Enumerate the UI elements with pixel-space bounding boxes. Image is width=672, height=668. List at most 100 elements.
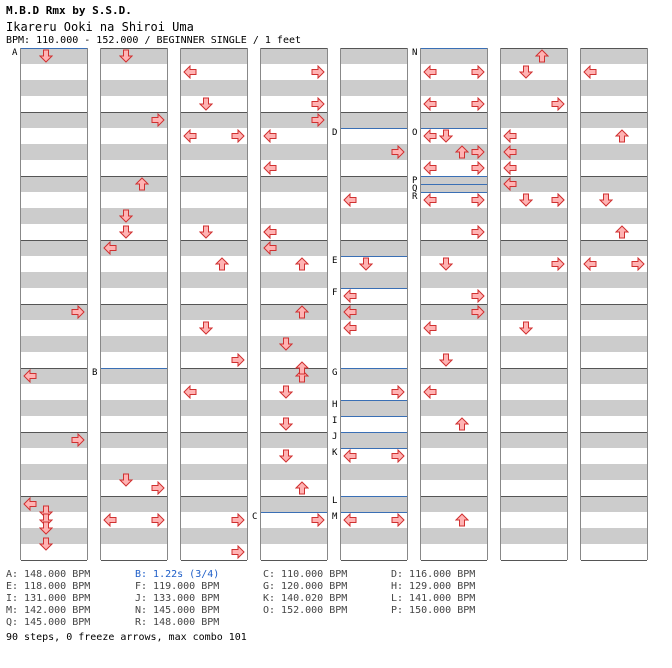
measure-line bbox=[581, 240, 647, 241]
bpm-marker-label: I bbox=[332, 416, 338, 426]
legend-entry: N: 145.000 BPM bbox=[135, 605, 220, 616]
measure-line bbox=[21, 304, 87, 305]
right-arrow-icon bbox=[151, 481, 165, 495]
measure-line bbox=[421, 432, 487, 433]
measure-line bbox=[181, 112, 247, 113]
legend-entry: O: 152.000 BPM bbox=[263, 605, 348, 616]
down-arrow-icon bbox=[439, 257, 453, 271]
left-arrow-icon bbox=[23, 369, 37, 383]
measure-line bbox=[21, 176, 87, 177]
bpm-change-line bbox=[421, 184, 487, 185]
down-arrow-icon bbox=[119, 473, 133, 487]
right-arrow-icon bbox=[71, 433, 85, 447]
down-arrow-icon bbox=[519, 321, 533, 335]
chart-column bbox=[580, 48, 648, 561]
left-arrow-icon bbox=[423, 97, 437, 111]
left-arrow-icon bbox=[503, 161, 517, 175]
measure-line bbox=[261, 496, 327, 497]
legend-entry: A: 148.000 BPM bbox=[6, 569, 91, 580]
bpm-marker-label: L bbox=[332, 496, 338, 506]
left-arrow-icon bbox=[183, 385, 197, 399]
right-arrow-icon bbox=[471, 145, 485, 159]
right-arrow-icon bbox=[471, 305, 485, 319]
measure-line bbox=[581, 496, 647, 497]
measure-line bbox=[181, 304, 247, 305]
measure-line bbox=[501, 368, 567, 369]
bpm-marker-label: M bbox=[332, 512, 338, 522]
measure-line bbox=[501, 304, 567, 305]
down-arrow-icon bbox=[439, 353, 453, 367]
measure-line bbox=[261, 304, 327, 305]
right-arrow-icon bbox=[311, 65, 325, 79]
right-arrow-icon bbox=[391, 449, 405, 463]
legend-entry: B: 1.22s (3/4) bbox=[135, 569, 220, 580]
measure-line bbox=[181, 368, 247, 369]
down-arrow-icon bbox=[279, 337, 293, 351]
left-arrow-icon bbox=[423, 65, 437, 79]
measure-line bbox=[181, 496, 247, 497]
down-arrow-icon bbox=[519, 193, 533, 207]
measure-line bbox=[581, 48, 647, 49]
down-arrow-icon bbox=[119, 209, 133, 223]
bpm-change-line bbox=[101, 368, 167, 369]
measure-line bbox=[101, 304, 167, 305]
left-arrow-icon bbox=[503, 145, 517, 159]
right-arrow-icon bbox=[311, 97, 325, 111]
down-arrow-icon bbox=[279, 449, 293, 463]
left-arrow-icon bbox=[343, 193, 357, 207]
up-arrow-icon bbox=[295, 257, 309, 271]
up-arrow-icon bbox=[455, 145, 469, 159]
measure-line bbox=[501, 560, 567, 561]
measure-line bbox=[421, 304, 487, 305]
left-arrow-icon bbox=[423, 321, 437, 335]
measure-line bbox=[501, 112, 567, 113]
chart-column bbox=[500, 48, 568, 561]
down-arrow-icon bbox=[39, 537, 53, 551]
bpm-change-line bbox=[341, 400, 407, 401]
measure-line bbox=[101, 48, 167, 49]
right-arrow-icon bbox=[471, 97, 485, 111]
measure-line bbox=[21, 240, 87, 241]
right-arrow-icon bbox=[231, 129, 245, 143]
down-arrow-icon bbox=[279, 417, 293, 431]
left-arrow-icon bbox=[263, 161, 277, 175]
legend-entry: I: 131.000 BPM bbox=[6, 593, 91, 604]
left-arrow-icon bbox=[503, 129, 517, 143]
measure-line bbox=[421, 368, 487, 369]
legend-entry: K: 140.020 BPM bbox=[263, 593, 348, 604]
bpm-marker-label: B bbox=[92, 368, 98, 378]
down-arrow-icon bbox=[39, 521, 53, 535]
bpm-marker-label: C bbox=[252, 512, 258, 522]
chart-info: BPM: 110.000 - 152.000 / BEGINNER SINGLE… bbox=[6, 35, 302, 46]
measure-line bbox=[181, 432, 247, 433]
measure-line bbox=[21, 560, 87, 561]
bpm-marker-label: N bbox=[412, 48, 418, 58]
measure-line bbox=[101, 560, 167, 561]
bpm-marker-label: F bbox=[332, 288, 338, 298]
bpm-marker-label: J bbox=[332, 432, 338, 442]
down-arrow-icon bbox=[199, 225, 213, 239]
chart-column: C bbox=[252, 48, 328, 561]
up-arrow-icon bbox=[455, 513, 469, 527]
left-arrow-icon bbox=[423, 161, 437, 175]
chart-column bbox=[180, 48, 248, 561]
right-arrow-icon bbox=[391, 513, 405, 527]
left-arrow-icon bbox=[423, 193, 437, 207]
left-arrow-icon bbox=[503, 177, 517, 191]
left-arrow-icon bbox=[343, 305, 357, 319]
right-arrow-icon bbox=[391, 385, 405, 399]
legend-entry: P: 150.000 BPM bbox=[391, 605, 476, 616]
legend-entry: D: 116.000 BPM bbox=[391, 569, 476, 580]
legend-entry: R: 148.000 BPM bbox=[135, 617, 220, 628]
measure-line bbox=[101, 112, 167, 113]
bpm-marker-label: A bbox=[12, 48, 18, 58]
measure-line bbox=[21, 368, 87, 369]
bpm-marker-label: E bbox=[332, 256, 338, 266]
up-arrow-icon bbox=[295, 305, 309, 319]
down-arrow-icon bbox=[199, 97, 213, 111]
measure-line bbox=[261, 432, 327, 433]
left-arrow-icon bbox=[103, 241, 117, 255]
bpm-marker-label: Q bbox=[412, 184, 418, 194]
measure-line bbox=[421, 496, 487, 497]
